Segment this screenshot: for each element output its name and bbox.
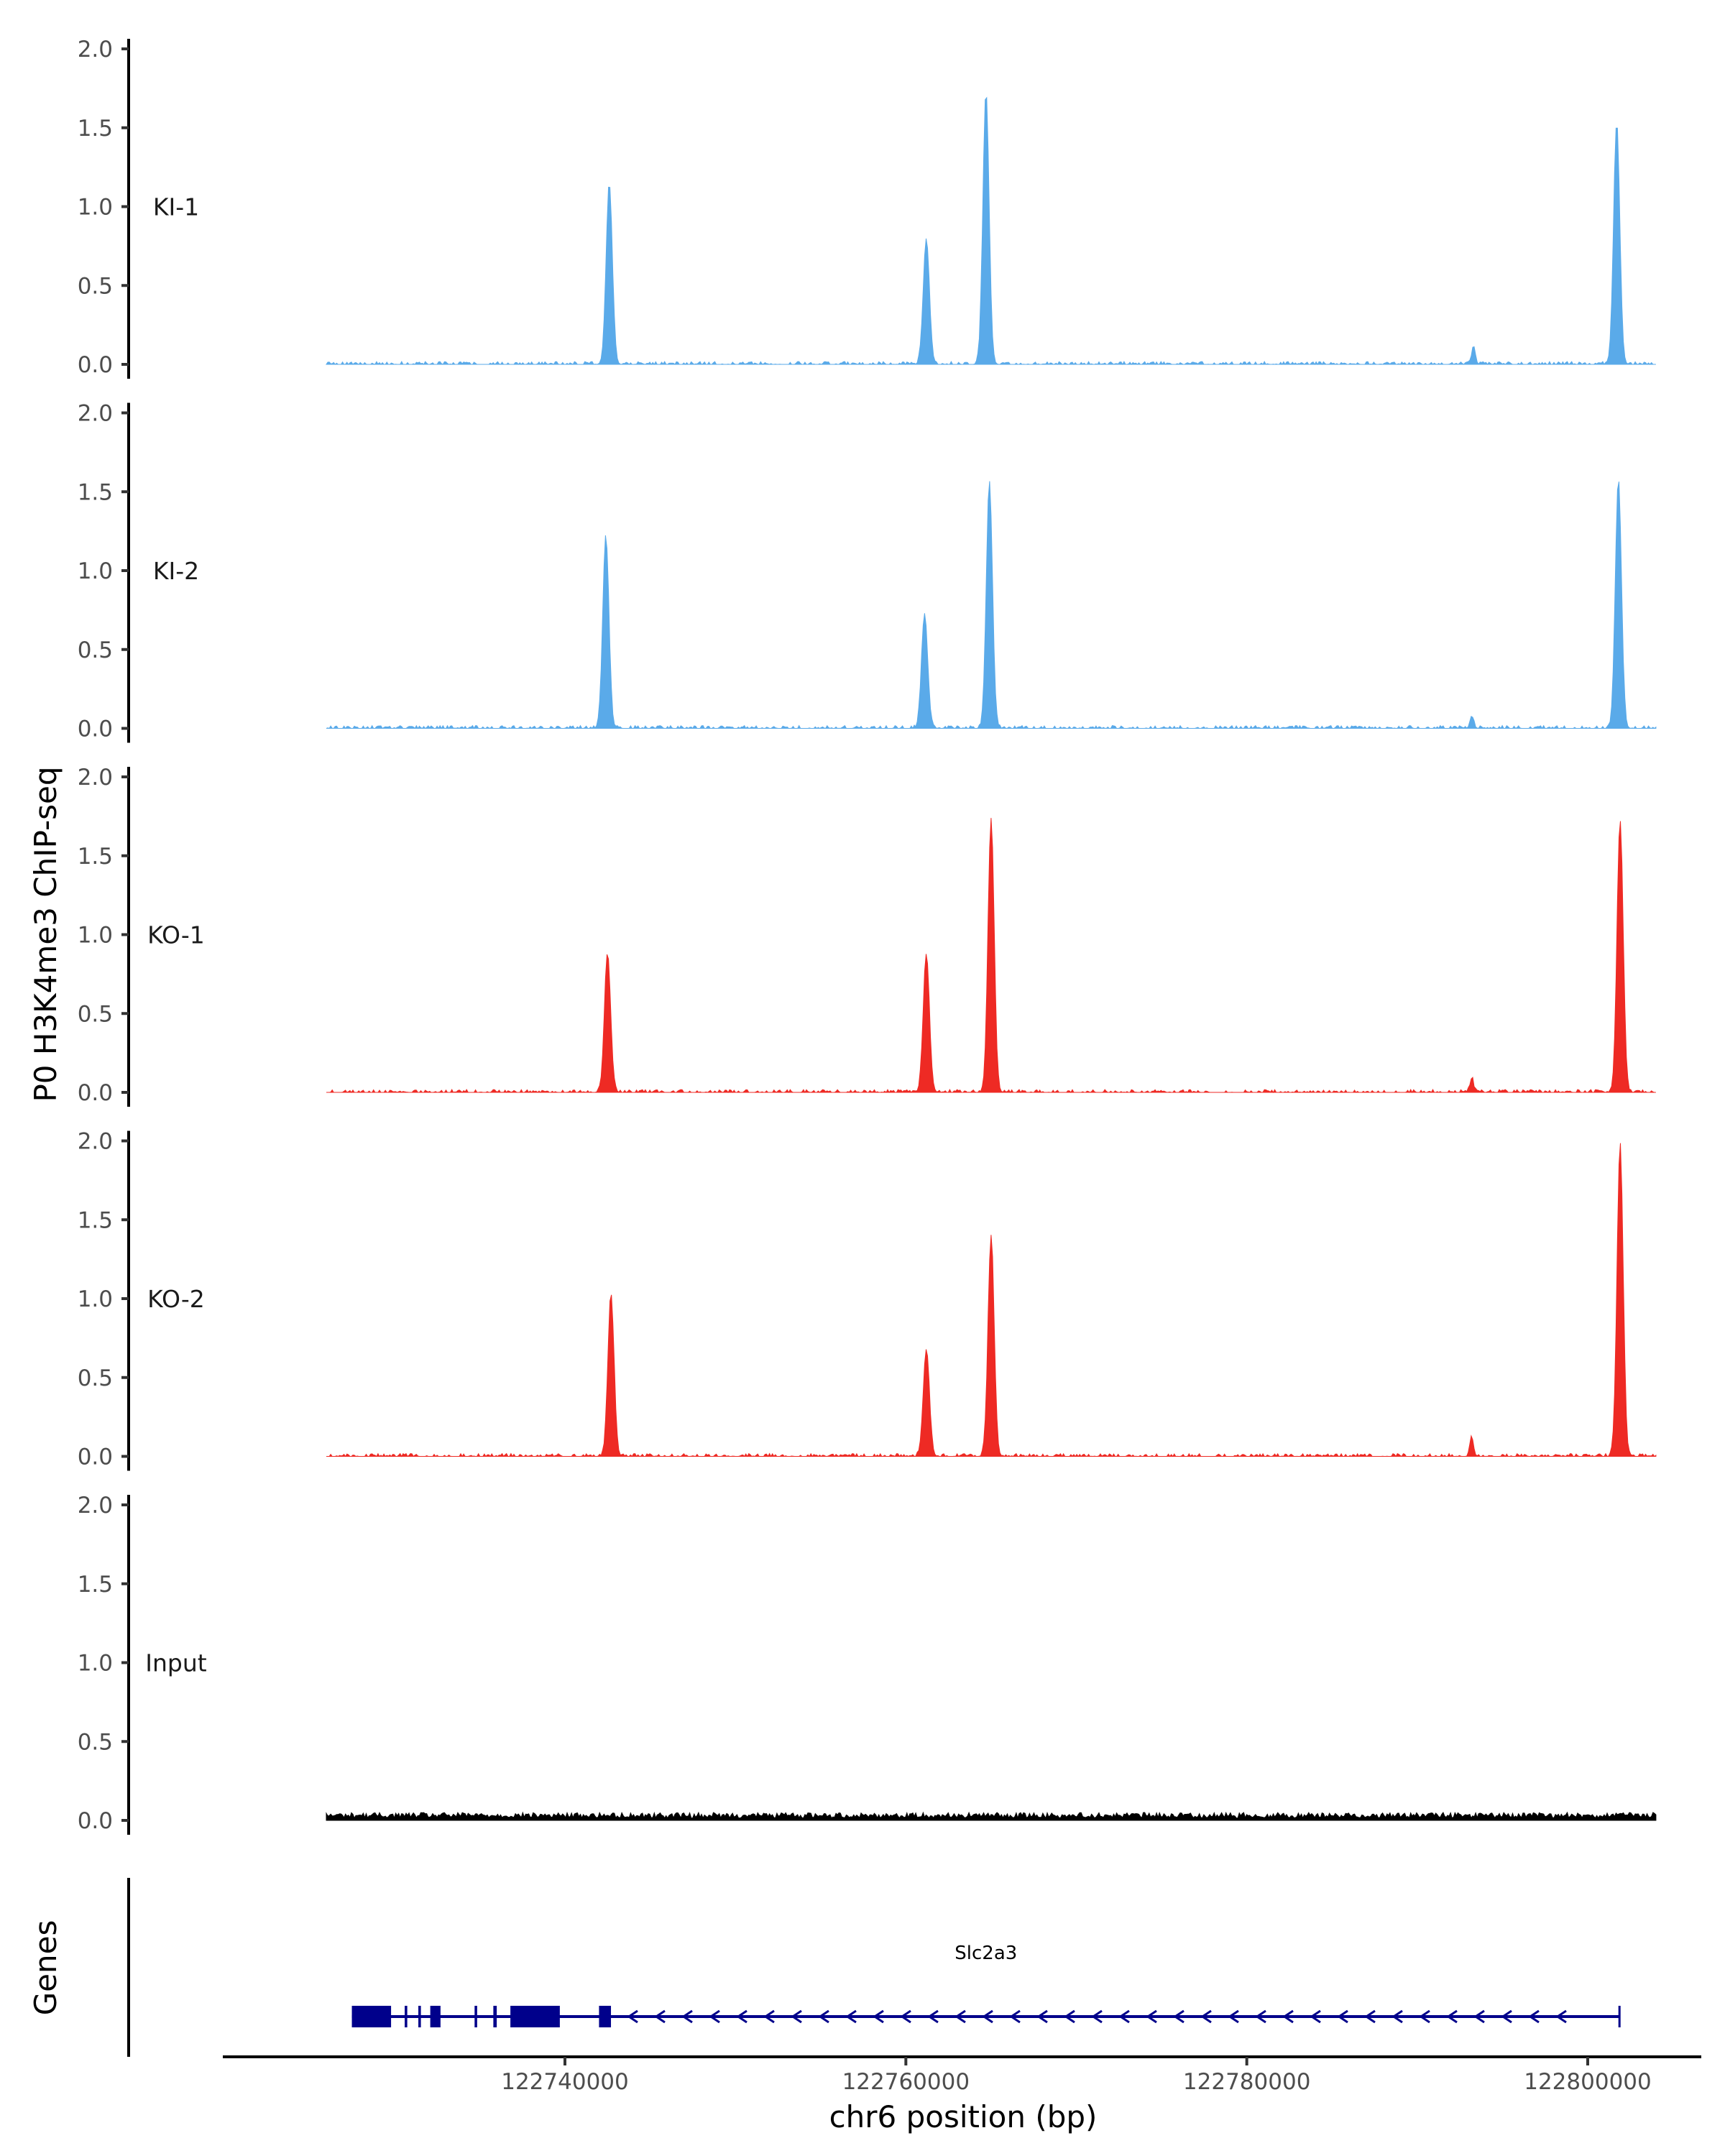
track-panel-input: 0.0 0.5 1.0 1.5 2.0 Input (78, 1493, 1657, 1835)
x-axis-title: chr6 position (bp) (829, 2099, 1098, 2134)
y-tick-label: 0.0 (78, 352, 113, 378)
y-tick-label: 1.0 (78, 558, 113, 584)
strand-arrow (1473, 2009, 1485, 2024)
strand-arrow (1528, 2009, 1540, 2024)
y-tick-label: 0.0 (78, 717, 113, 742)
x-tick-label: 122740000 (501, 2069, 629, 2095)
y-tick-label: 0.5 (78, 1001, 113, 1027)
gene-name-label: Slc2a3 (954, 1943, 1017, 1964)
strand-arrow (845, 2009, 857, 2024)
track-panel-ko-2: 0.0 0.5 1.0 1.5 2.0 KO-2 (78, 1129, 1657, 1471)
strand-arrow (900, 2009, 911, 2024)
y-tick-label: 1.5 (78, 479, 113, 505)
y-tick-label: 2.0 (78, 37, 113, 63)
strand-arrow (681, 2009, 693, 2024)
x-tick-label: 122800000 (1524, 2069, 1652, 2095)
y-tick-label: 1.5 (78, 116, 113, 142)
signal-area (326, 481, 1657, 729)
y-tick-label: 2.0 (78, 1129, 113, 1155)
strand-arrow (1446, 2009, 1458, 2024)
strand-arrow (1200, 2009, 1212, 2024)
strand-arrow (1146, 2009, 1157, 2024)
gene-model (351, 2006, 1621, 2027)
x-tick-label: 122760000 (842, 2069, 970, 2095)
gene-exon (351, 2006, 392, 2027)
strand-arrow (1501, 2009, 1512, 2024)
y-tick-label: 1.0 (78, 195, 113, 221)
track-label: KO-2 (147, 1285, 205, 1313)
strand-arrow (763, 2009, 775, 2024)
strand-arrow (873, 2009, 884, 2024)
y-tick-label: 0.5 (78, 1729, 113, 1755)
y-tick-label: 0.0 (78, 1080, 113, 1106)
gene-exon (493, 2006, 497, 2027)
y-tick-label: 0.5 (78, 637, 113, 663)
y-tick-label: 1.0 (78, 1286, 113, 1312)
strand-arrow (1555, 2009, 1567, 2024)
track-panel-ki-2: 0.0 0.5 1.0 1.5 2.0 KI-2 (78, 401, 1657, 743)
y-tick-label: 0.5 (78, 273, 113, 299)
y-tick-label: 1.0 (78, 923, 113, 949)
strand-arrow (927, 2009, 939, 2024)
y-tick-label: 2.0 (78, 765, 113, 791)
y-tick-label: 0.0 (78, 1445, 113, 1470)
track-panel-ki-1: 0.0 0.5 1.0 1.5 2.0 KI-1 (78, 37, 1656, 379)
gene-exon (430, 2006, 441, 2027)
y-axis-title: P0 H3K4me3 ChIP-seq (28, 766, 63, 1102)
strand-arrow (1364, 2009, 1376, 2024)
strand-arrow (1228, 2009, 1239, 2024)
strand-arrow (1310, 2009, 1321, 2024)
track-label: Input (145, 1649, 207, 1677)
strand-arrow (982, 2009, 993, 2024)
gene-exon (405, 2006, 408, 2027)
strand-arrow (1282, 2009, 1294, 2024)
gene-exon (418, 2006, 421, 2027)
signal-area (326, 1143, 1657, 1457)
y-tick-label: 1.5 (78, 844, 113, 870)
genes-panel-title: Genes (28, 1920, 63, 2016)
y-tick-label: 0.0 (78, 1808, 113, 1834)
strand-arrow (654, 2009, 666, 2024)
strand-arrow (627, 2009, 638, 2024)
signal-area (326, 1811, 1657, 1821)
y-tick-label: 2.0 (78, 401, 113, 427)
y-tick-label: 2.0 (78, 1493, 113, 1519)
x-tick-label: 122780000 (1183, 2069, 1311, 2095)
x-axis: 122740000 122760000 122780000 122800000 (223, 2055, 1701, 2095)
strand-arrow (1036, 2009, 1048, 2024)
genes-panel: Genes Slc2a3 (28, 1878, 1621, 2057)
track-label: KI-1 (153, 193, 199, 221)
strand-arrow (709, 2009, 720, 2024)
strand-arrow (1337, 2009, 1348, 2024)
strand-arrow (791, 2009, 802, 2024)
track-panel-ko-1: 0.0 0.5 1.0 1.5 2.0 KO-1 (78, 765, 1656, 1107)
y-tick-label: 1.0 (78, 1651, 113, 1677)
strand-arrow (818, 2009, 829, 2024)
strand-arrow (1173, 2009, 1184, 2024)
strand-arrow (1392, 2009, 1403, 2024)
signal-area (326, 818, 1656, 1094)
strand-arrow (736, 2009, 748, 2024)
strand-arrow (954, 2009, 966, 2024)
signal-area (326, 96, 1656, 366)
y-tick-label: 0.5 (78, 1365, 113, 1391)
gene-exon (510, 2006, 560, 2027)
strand-arrow (1118, 2009, 1130, 2024)
gene-exon (1618, 2006, 1621, 2027)
y-tick-label: 1.5 (78, 1572, 113, 1598)
track-label: KI-2 (153, 557, 199, 585)
signal-tracks: 0.00.51.01.52.0KI-10.00.51.01.52.0KI-20.… (78, 37, 1657, 1835)
strand-arrow (1009, 2009, 1021, 2024)
strand-arrow (1091, 2009, 1103, 2024)
strand-arrow (1419, 2009, 1430, 2024)
gene-exon (599, 2006, 612, 2027)
y-tick-label: 1.5 (78, 1207, 113, 1233)
gene-exon (474, 2006, 477, 2027)
strand-arrow (1255, 2009, 1266, 2024)
strand-arrow (1064, 2009, 1075, 2024)
track-label: KO-1 (147, 921, 205, 949)
